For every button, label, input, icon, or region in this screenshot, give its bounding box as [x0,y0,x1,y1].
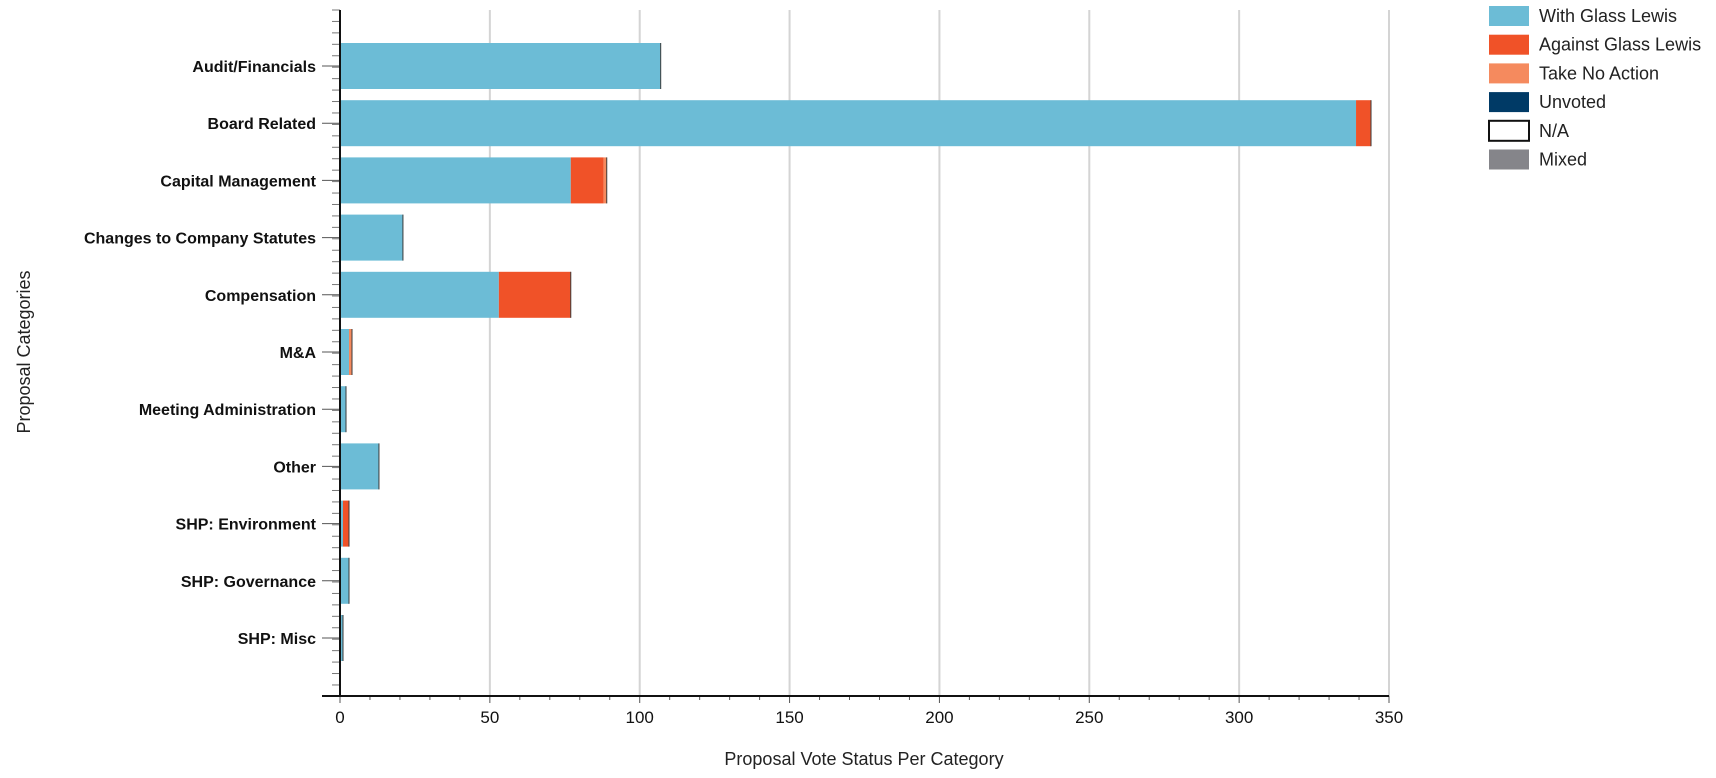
category-label-audit-financials: Audit/Financials [192,59,316,76]
x-tick-label: 50 [480,708,499,727]
x-tick-labels: 0 50 100 150 200 250 300 350 [335,708,1403,727]
category-label-other: Other [273,459,316,476]
category-label-capital-management: Capital Management [160,173,316,190]
legend-label-with-glass-lewis: With Glass Lewis [1539,6,1677,26]
bar-m-a-with-glass-lewis [340,329,349,375]
bar-capital-management-take-no-action [603,157,607,204]
x-tick-label: 350 [1375,708,1403,727]
bar-shp-misc-with-glass-lewis [340,615,343,661]
category-label-m-a: M&A [280,345,317,362]
x-tick-label: 150 [775,708,803,727]
bar-shp-environment-against-glass-lewis [342,500,349,547]
legend-swatch-with-glass-lewis [1489,6,1529,26]
category-labels: Audit/Financials Board Related Capital Man… [84,59,317,648]
bar-capital-management-with-glass-lewis [340,157,571,204]
x-tick-label: 200 [925,708,953,727]
bar-m-a-take-no-action [348,329,352,375]
legend-label-n-a: N/A [1539,121,1569,141]
bar-compensation-against-glass-lewis [498,271,571,318]
legend-label-unvoted: Unvoted [1539,92,1606,112]
category-label-shp-environment: SHP: Environment [176,517,317,534]
bar-compensation-with-glass-lewis [340,271,499,318]
bar-shp-environment-with-glass-lewis [340,500,343,547]
category-label-shp-misc: SHP: Misc [238,631,316,648]
bar-capital-management-against-glass-lewis [570,157,604,204]
legend-swatch-unvoted [1489,92,1529,113]
bar-board-related-with-glass-lewis [340,100,1357,147]
x-tick-label: 250 [1075,708,1103,727]
category-label-compensation: Compensation [205,288,316,305]
x-tick-label: 100 [626,708,654,727]
legend-label-take-no-action: Take No Action [1539,63,1659,83]
legend-swatch-against-glass-lewis [1489,34,1529,55]
bar-audit-financials-with-glass-lewis [340,43,661,89]
category-label-changes-to-company-statutes: Changes to Company Statutes [84,231,316,248]
category-label-board-related: Board Related [208,116,316,133]
x-axis-title: Proposal Vote Status Per Category [724,749,1003,769]
legend-label-against-glass-lewis: Against Glass Lewis [1539,35,1701,55]
bars [340,43,1372,661]
axes [322,9,1390,703]
bar-changes-to-company-statutes-with-glass-lewis [340,214,403,261]
x-tick-label: 0 [335,708,344,727]
bar-other-with-glass-lewis [340,443,379,490]
legend-swatch-n-a [1488,119,1530,142]
legend-swatch-mixed [1489,149,1529,170]
legend: With Glass Lewis Against Glass Lewis Take … [1488,6,1701,170]
y-axis-title: Proposal Categories [14,270,34,433]
bar-meeting-administration-with-glass-lewis [340,386,346,433]
bar-board-related-against-glass-lewis [1356,100,1372,147]
x-tick-label: 300 [1225,708,1253,727]
legend-swatch-take-no-action [1489,63,1529,84]
category-label-shp-governance: SHP: Governance [181,574,316,591]
legend-label-mixed: Mixed [1539,150,1587,170]
category-label-meeting-administration: Meeting Administration [139,402,316,419]
bar-shp-governance-with-glass-lewis [340,557,349,604]
